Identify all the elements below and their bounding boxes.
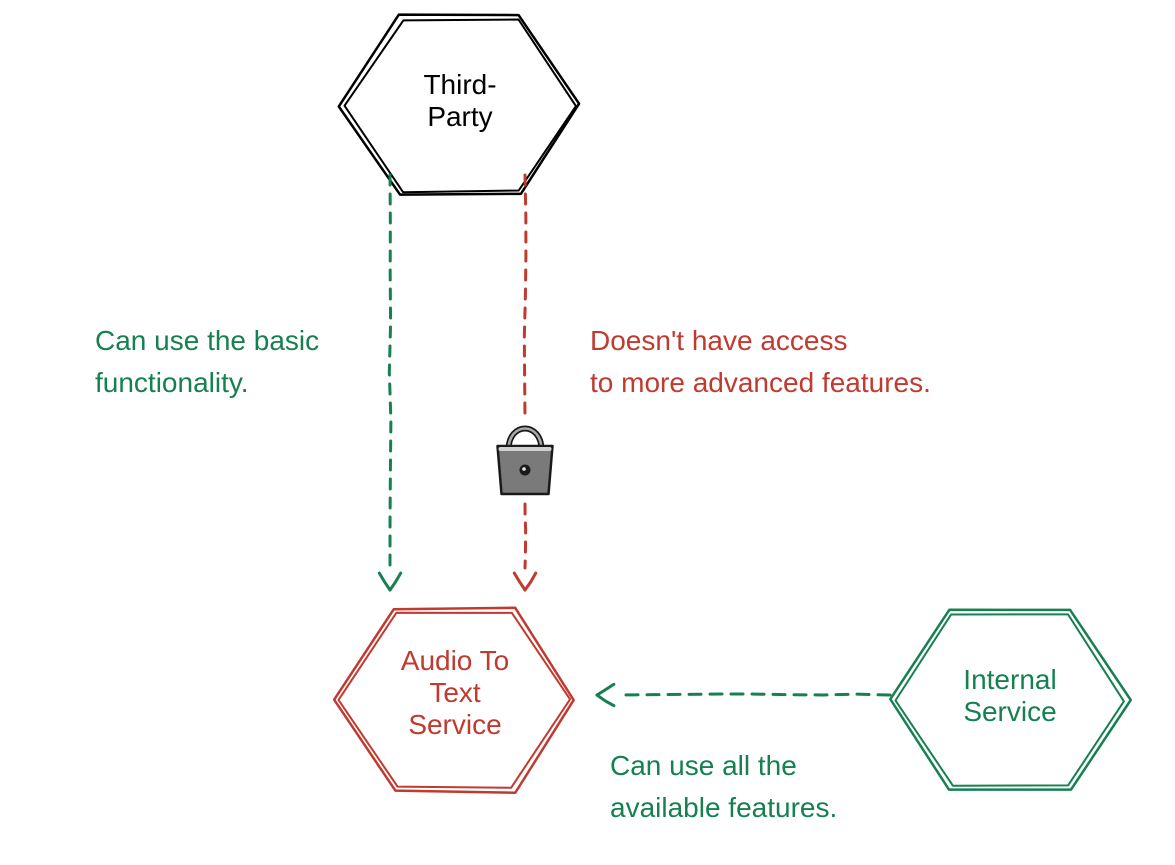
lock-icon xyxy=(498,428,553,494)
edge-basic-access xyxy=(379,175,400,590)
edge-full-access xyxy=(597,684,890,705)
edge-restricted-access xyxy=(498,175,553,590)
diagram-canvas xyxy=(0,0,1175,865)
node-third-party xyxy=(339,15,579,195)
node-internal-service xyxy=(890,610,1130,790)
node-audio-to-text xyxy=(334,608,574,793)
